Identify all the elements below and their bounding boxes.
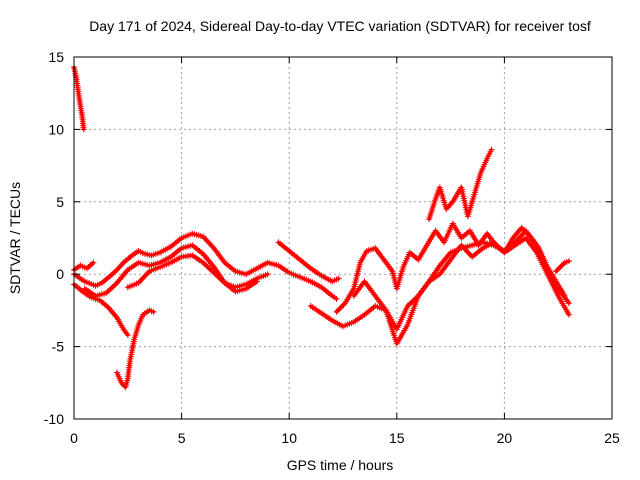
data-layer bbox=[71, 64, 572, 391]
data-point-marker bbox=[150, 308, 157, 315]
data-point-marker bbox=[518, 224, 525, 231]
x-tick-label: 15 bbox=[389, 430, 405, 446]
data-point-marker bbox=[524, 230, 531, 237]
data-point-marker bbox=[339, 303, 346, 310]
data-point-marker bbox=[522, 229, 529, 236]
data-point-marker bbox=[124, 332, 131, 339]
data-point-marker bbox=[333, 308, 340, 315]
plot-border bbox=[73, 56, 613, 420]
data-point-marker bbox=[119, 381, 126, 388]
y-tick-label: -5 bbox=[52, 339, 65, 355]
data-point-marker bbox=[558, 262, 565, 269]
data-point-marker bbox=[561, 292, 568, 299]
data-point-marker bbox=[557, 263, 564, 270]
y-tick-label: 15 bbox=[48, 49, 64, 65]
data-point-marker bbox=[565, 300, 572, 307]
x-tick-label: 0 bbox=[70, 430, 78, 446]
data-point-marker bbox=[333, 295, 340, 302]
y-tick-label: 10 bbox=[48, 121, 64, 137]
data-point-marker bbox=[118, 379, 125, 386]
data-point-marker bbox=[264, 271, 271, 278]
data-point-marker bbox=[525, 232, 532, 239]
y-tick-label: 5 bbox=[56, 194, 64, 210]
y-tick-label: 0 bbox=[56, 266, 64, 282]
data-point-marker bbox=[555, 265, 562, 272]
y-tick-label: -10 bbox=[44, 411, 64, 427]
data-point-marker bbox=[340, 301, 347, 308]
data-point-marker bbox=[520, 226, 527, 233]
x-axis-label: GPS time / hours bbox=[287, 457, 394, 473]
x-tick-label: 5 bbox=[178, 430, 186, 446]
x-tick-label: 25 bbox=[604, 430, 620, 446]
data-point-marker bbox=[337, 304, 344, 311]
data-point-marker bbox=[80, 126, 87, 133]
data-point-marker bbox=[554, 266, 561, 273]
data-point-marker bbox=[565, 258, 572, 265]
tick-layer: 0 5 10 15 20 25 -10 -5 0 5 10 15 bbox=[44, 49, 620, 446]
data-point-marker bbox=[90, 259, 97, 266]
x-tick-label: 20 bbox=[497, 430, 513, 446]
y-axis-label: SDTVAR / TECUs bbox=[7, 182, 23, 294]
data-point-marker bbox=[565, 311, 572, 318]
data-point-marker bbox=[488, 146, 495, 153]
data-point-marker bbox=[521, 227, 528, 234]
data-point-marker bbox=[334, 307, 341, 314]
x-tick-label: 10 bbox=[281, 430, 297, 446]
data-point-marker bbox=[335, 275, 342, 282]
data-point-marker bbox=[560, 261, 567, 268]
chart-title: Day 171 of 2024, Sidereal Day-to-day VTE… bbox=[89, 18, 591, 34]
data-point-marker bbox=[553, 268, 560, 275]
data-point-marker bbox=[336, 305, 343, 312]
